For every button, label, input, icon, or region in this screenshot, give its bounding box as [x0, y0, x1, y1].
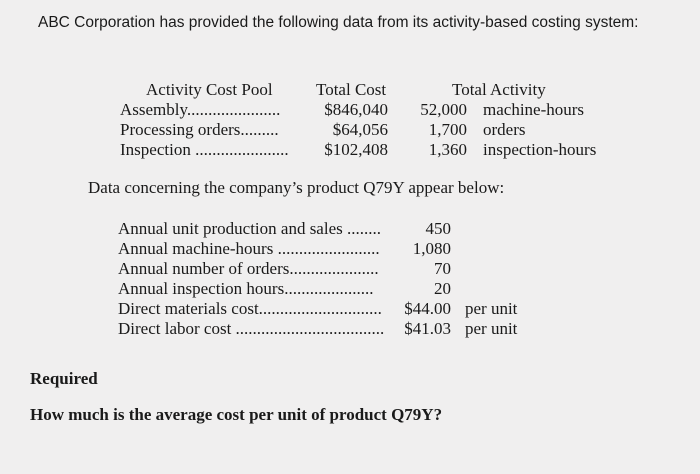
product-row: Direct materials cost...................…	[118, 299, 382, 319]
product-row: Annual unit production and sales .......…	[118, 219, 381, 239]
header-pool: Activity Cost Pool	[146, 80, 273, 99]
leader-dots: ......................	[195, 140, 289, 159]
pool-label: Processing orders	[120, 120, 241, 139]
pool-cost: $64,056	[332, 120, 388, 139]
question-text: How much is the average cost per unit of…	[30, 405, 443, 424]
pool-label: Assembly	[120, 100, 187, 119]
product-row: Annual inspection hours.................…	[118, 279, 373, 299]
pool-label: Inspection	[120, 140, 191, 159]
intro-text: ABC Corporation has provided the followi…	[38, 14, 639, 31]
product-value: $41.03	[404, 319, 451, 338]
pool-unit: machine-hours	[483, 100, 585, 119]
leader-dots: .....................	[289, 259, 379, 278]
product-label: Annual machine-hours	[118, 239, 274, 258]
required-heading: Required	[30, 369, 98, 388]
pool-qty: 1,360	[428, 140, 467, 159]
pool-unit: inspection-hours	[483, 140, 597, 159]
product-unit: per unit	[465, 299, 518, 318]
product-row: Annual machine-hours ...................…	[118, 239, 380, 259]
pool-qty: 1,700	[428, 120, 467, 139]
pool-unit: orders	[483, 120, 526, 139]
product-value: 70	[434, 259, 451, 278]
product-label: Annual number of orders	[118, 259, 290, 278]
leader-dots: ........	[347, 219, 381, 238]
pool-qty: 52,000	[420, 100, 467, 119]
product-value: 1,080	[412, 239, 451, 258]
pool-cost: $102,408	[324, 140, 388, 159]
product-label: Direct labor cost	[118, 319, 232, 338]
pool-row-assembly: Assembly......................	[120, 100, 280, 120]
leader-dots: ........................	[277, 239, 380, 258]
pool-cost: $846,040	[324, 100, 388, 119]
leader-dots: .........	[240, 120, 279, 139]
leader-dots: ......................	[186, 100, 281, 119]
leader-dots: .............................	[258, 299, 382, 318]
product-unit: per unit	[465, 319, 518, 338]
product-value: 450	[425, 219, 452, 238]
product-label: Direct materials cost	[118, 299, 259, 318]
header-activity: Total Activity	[452, 80, 546, 99]
pool-row-inspection: Inspection ......................	[120, 140, 289, 160]
header-cost: Total Cost	[316, 80, 387, 99]
product-value: 20	[434, 279, 451, 298]
product-label: Annual unit production and sales	[118, 219, 343, 238]
product-row: Direct labor cost ......................…	[118, 319, 384, 339]
product-value: $44.00	[404, 299, 451, 318]
product-intro: Data concerning the company’s product Q7…	[88, 178, 505, 197]
leader-dots: .....................	[284, 279, 374, 298]
product-label: Annual inspection hours	[118, 279, 285, 298]
leader-dots: ...................................	[235, 319, 385, 338]
product-row: Annual number of orders.................…	[118, 259, 379, 279]
pool-row-processing: Processing orders.........	[120, 120, 279, 140]
